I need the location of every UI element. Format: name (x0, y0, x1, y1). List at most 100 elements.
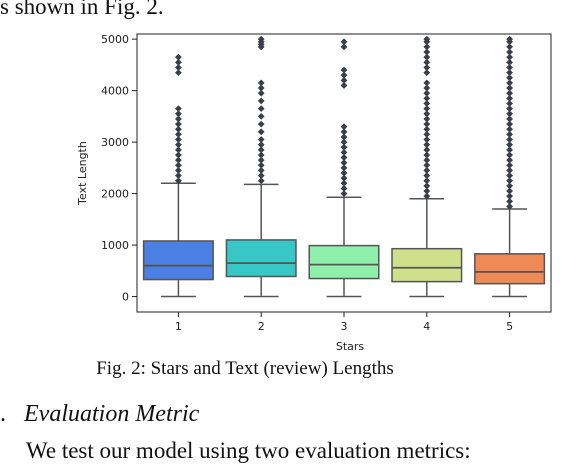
outlier-point (423, 187, 431, 195)
outlier-point (175, 105, 182, 113)
outlier-point (506, 43, 513, 51)
outlier-point (423, 35, 431, 43)
outlier-point (506, 187, 513, 195)
outlier-point (257, 120, 265, 128)
outlier-point (175, 53, 182, 61)
outlier-point (423, 58, 431, 66)
outlier-point (423, 167, 431, 174)
outlier-point (506, 125, 513, 133)
x-axis: 1 2 3 4 5 (175, 312, 513, 333)
x-axis-label: Stars (336, 340, 365, 353)
outlier-point (423, 89, 431, 97)
outlier-point (257, 97, 265, 105)
outlier-point (175, 125, 182, 133)
outlier-point (423, 177, 431, 185)
body-text-bottom: We test our model using two evaluation m… (26, 438, 471, 463)
body-text-top: s shown in Fig. 2. (0, 0, 164, 19)
outlier-point (506, 74, 513, 82)
outlier-point (423, 79, 431, 87)
box-series (142, 35, 546, 298)
y-tick-label: 0 (122, 291, 129, 304)
outlier-point (506, 79, 513, 87)
outlier-point (175, 58, 182, 66)
outlier-point (506, 130, 513, 138)
outlier-point (340, 169, 348, 177)
outlier-point (423, 151, 431, 159)
outlier-point (340, 185, 348, 192)
outlier-point (506, 89, 513, 97)
outlier-point (423, 156, 431, 164)
iqr-box (308, 244, 380, 280)
outlier-point (257, 167, 265, 174)
outlier-point (506, 172, 513, 179)
outlier-point (257, 35, 265, 43)
outlier-point (175, 177, 182, 185)
y-tick-label: 1000 (101, 239, 129, 252)
outlier-point (506, 161, 513, 169)
outlier-point (423, 125, 431, 133)
outlier-point (257, 136, 265, 143)
outlier-point (506, 156, 513, 164)
y-axis: 0 1000 2000 3000 4000 5000 (101, 33, 137, 304)
outlier-point (257, 112, 265, 120)
outlier-point (340, 174, 348, 182)
outlier-point (506, 105, 513, 113)
outlier-point (506, 203, 513, 210)
outlier-point (423, 141, 431, 149)
outlier-point (175, 64, 182, 71)
outlier-point (506, 177, 513, 185)
outlier-point (506, 141, 513, 149)
outlier-point (506, 35, 513, 43)
outlier-point (423, 136, 431, 143)
outlier-point (175, 146, 182, 154)
outlier-point (175, 115, 182, 123)
iqr-box (474, 253, 546, 285)
outlier-point (175, 69, 182, 77)
outlier-point (175, 151, 182, 159)
outlier-point (175, 172, 182, 179)
outlier-point (340, 38, 348, 46)
outlier-point (506, 58, 513, 66)
outlier-point (423, 110, 431, 118)
outlier-point (506, 64, 513, 71)
iqr-box (391, 247, 463, 283)
outlier-point (340, 82, 348, 89)
outlier-point (340, 133, 348, 141)
outlier-point (506, 110, 513, 118)
y-tick-label: 3000 (101, 136, 129, 149)
outlier-point (506, 167, 513, 174)
boxplot-chart: 0 1000 2000 3000 4000 5000 1 2 3 4 5 Stars Text L… (76, 33, 552, 353)
box-group (308, 38, 380, 298)
outlier-point (506, 197, 513, 205)
y-tick-label: 5000 (101, 33, 129, 46)
outlier-point (340, 71, 348, 79)
outlier-point (340, 123, 348, 131)
outlier-point (175, 167, 182, 174)
outlier-point (423, 43, 431, 51)
outlier-point (257, 156, 265, 164)
outlier-point (506, 100, 513, 107)
y-tick-label: 2000 (101, 188, 129, 201)
iqr-box (142, 240, 214, 281)
outlier-point (423, 105, 431, 113)
outlier-point (340, 149, 348, 156)
x-tick-label: 1 (175, 320, 182, 333)
outlier-point (423, 84, 431, 92)
y-tick-label: 4000 (101, 85, 129, 98)
outlier-point (506, 48, 513, 56)
box-group (474, 35, 546, 298)
outlier-point (423, 69, 431, 77)
outlier-point (340, 159, 348, 167)
outlier-point (423, 161, 431, 169)
outlier-point (423, 130, 431, 138)
x-tick-label: 4 (423, 320, 430, 333)
outlier-point (175, 141, 182, 149)
outlier-point (340, 66, 348, 74)
outlier-point (506, 120, 513, 128)
x-tick-label: 3 (341, 320, 348, 333)
outlier-point (257, 79, 265, 87)
section-title: Evaluation Metric (24, 401, 200, 427)
x-tick-label: 5 (506, 320, 513, 333)
outlier-point (257, 146, 265, 154)
outlier-point (423, 64, 431, 71)
